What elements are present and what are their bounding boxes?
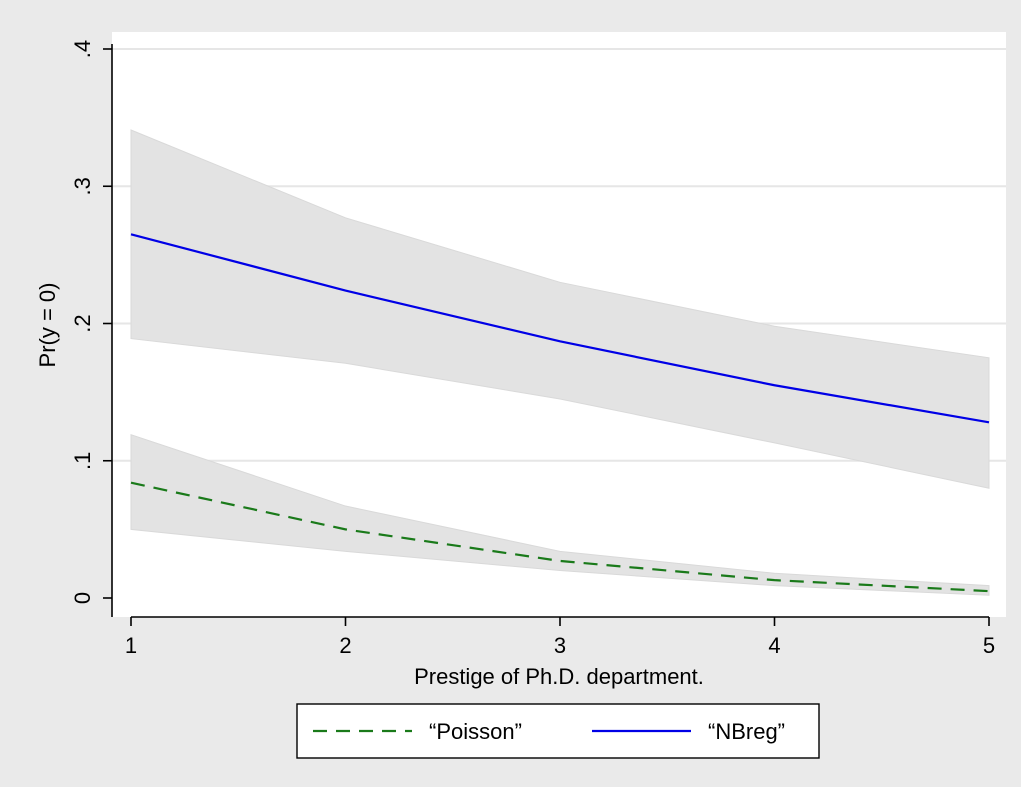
y-tick-label-3: .3 (70, 177, 95, 195)
legend-label-nbreg: “NBreg” (708, 719, 785, 744)
x-tick-label-0: 1 (125, 633, 137, 658)
x-tick-label-3: 4 (768, 633, 780, 658)
y-tick-label-0: 0 (70, 592, 95, 604)
ci-band-0 (130, 433, 990, 596)
x-axis-title: Prestige of Ph.D. department. (414, 664, 704, 689)
legend: “Poisson” “NBreg” (296, 703, 820, 759)
x-tick-label-1: 2 (339, 633, 351, 658)
y-tick-label-2: .2 (70, 314, 95, 332)
x-tick-label-2: 3 (554, 633, 566, 658)
series-line-0 (130, 481, 990, 593)
x-tick-label-4: 5 (983, 633, 995, 658)
ci-band-1 (130, 129, 990, 489)
legend-label-poisson: “Poisson” (429, 719, 522, 744)
series-lines (130, 233, 990, 593)
y-axis-title: Pr(y = 0) (35, 283, 60, 368)
series-line-1 (130, 233, 990, 424)
confidence-bands (130, 129, 990, 596)
y-tick-label-1: .1 (70, 452, 95, 470)
y-tick-label-4: .4 (70, 40, 95, 58)
axes: 0 .1 .2 .3 .4 1 2 3 4 5 (70, 40, 995, 658)
